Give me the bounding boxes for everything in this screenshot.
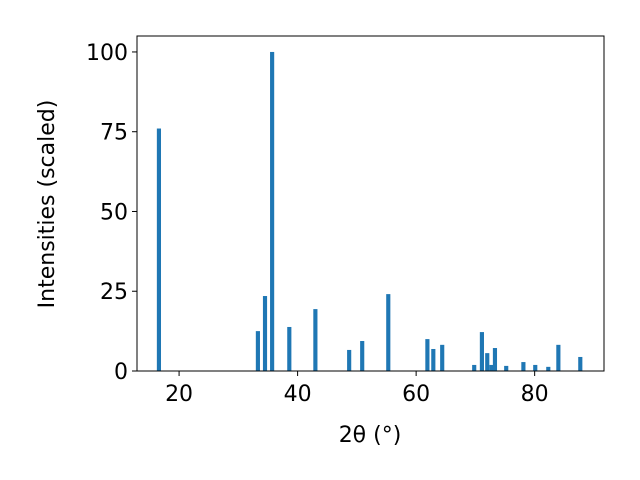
x-axis-label: 2θ (°) — [339, 423, 402, 448]
bar — [546, 366, 551, 371]
bar — [472, 364, 477, 371]
x-tick-label: 60 — [402, 382, 430, 407]
bar — [287, 326, 292, 371]
bar — [386, 294, 391, 371]
bar — [504, 365, 509, 371]
bar — [489, 364, 494, 371]
bar — [431, 348, 436, 371]
bar — [485, 353, 490, 371]
bar — [440, 344, 445, 371]
bar — [425, 339, 430, 371]
bar — [360, 341, 365, 371]
x-tick-label: 80 — [521, 382, 549, 407]
bar — [255, 331, 260, 371]
bar — [578, 356, 583, 371]
plot-frame — [136, 35, 605, 372]
x-tick-label: 40 — [284, 382, 312, 407]
bar — [556, 344, 561, 371]
bar — [492, 348, 498, 371]
bar — [521, 362, 526, 371]
bar — [313, 309, 318, 371]
y-tick-label: 75 — [100, 121, 128, 146]
bar — [347, 349, 352, 371]
bar — [270, 51, 275, 371]
y-axis-label: Intensities (scaled) — [35, 100, 60, 309]
y-tick-label: 25 — [100, 280, 128, 305]
x-tick-label: 20 — [165, 382, 193, 407]
y-tick-label: 50 — [100, 200, 128, 225]
y-tick-label: 100 — [86, 41, 128, 66]
bar — [533, 364, 538, 371]
bar — [479, 332, 484, 371]
bar — [262, 296, 268, 371]
bar — [156, 128, 162, 371]
y-tick-label: 0 — [114, 360, 128, 385]
